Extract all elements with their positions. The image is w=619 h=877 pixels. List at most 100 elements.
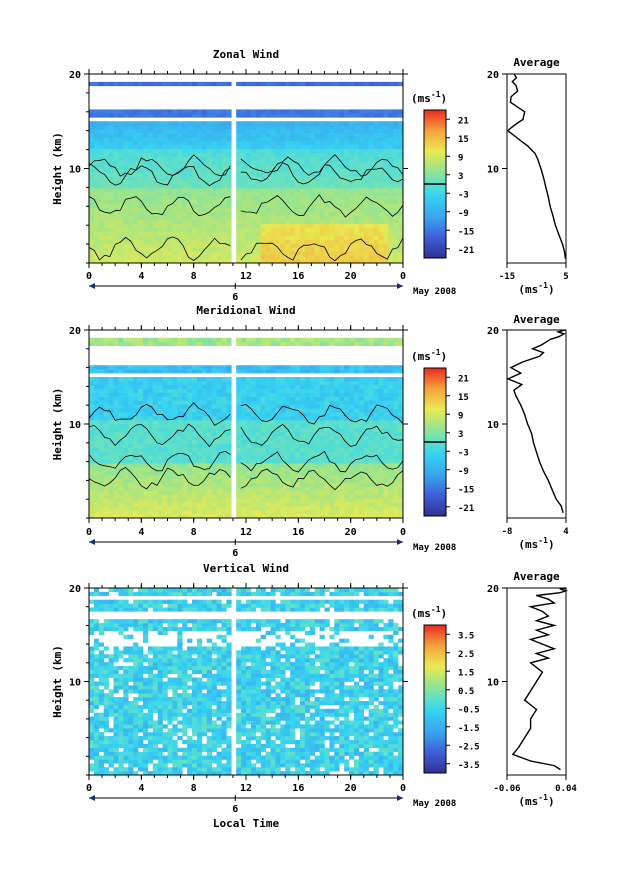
heatmap-cell — [221, 157, 226, 161]
heatmap-cell — [212, 385, 217, 389]
heatmap-cell — [364, 235, 369, 239]
heatmap-cell — [123, 385, 128, 389]
x-tick-label: 16 — [292, 271, 304, 282]
heatmap-cell — [256, 232, 261, 236]
heatmap-cell — [212, 483, 217, 487]
heatmap-cell — [369, 432, 374, 436]
heatmap-cell — [310, 404, 315, 408]
heatmap-cell — [99, 369, 104, 373]
heatmap-cell — [104, 467, 109, 471]
heatmap-cell — [374, 232, 379, 236]
heatmap-cell — [236, 220, 241, 224]
heatmap-cell — [261, 137, 266, 141]
heatmap-cell — [221, 129, 226, 133]
heatmap-cell — [354, 416, 359, 420]
heatmap-cell — [89, 239, 94, 243]
heatmap-cell — [187, 145, 192, 149]
heatmap-cell — [329, 125, 334, 129]
heatmap-cell — [138, 113, 143, 117]
heatmap-cell — [374, 369, 379, 373]
heatmap-cell — [109, 169, 114, 173]
heatmap-cell — [261, 463, 266, 467]
heatmap-cell — [359, 216, 364, 220]
heatmap-cell — [300, 432, 305, 436]
heatmap-cell — [207, 483, 212, 487]
heatmap-cell — [290, 192, 295, 196]
heatmap-cell — [89, 180, 94, 184]
heatmap-cell — [177, 506, 182, 510]
heatmap-cell — [251, 491, 256, 495]
heatmap-cell — [221, 377, 226, 381]
heatmap-cell — [172, 82, 177, 86]
heatmap-cell — [128, 113, 133, 117]
heatmap-cell — [143, 451, 148, 455]
heatmap-cell — [300, 495, 305, 499]
heatmap-cell — [187, 448, 192, 452]
heatmap-cell — [285, 455, 290, 459]
heatmap-cell — [217, 184, 222, 188]
heatmap-cell — [207, 192, 212, 196]
heatmap-cell — [359, 192, 364, 196]
heatmap-cell — [315, 188, 320, 192]
profile-point — [558, 234, 559, 235]
heatmap-cell — [354, 133, 359, 137]
heatmap-cell — [212, 467, 217, 471]
heatmap-cell — [378, 247, 383, 251]
heatmap-cell — [114, 232, 119, 236]
heatmap-cell — [118, 216, 123, 220]
heatmap-cell — [359, 251, 364, 255]
heatmap-cell — [261, 251, 266, 255]
heatmap-cell — [89, 232, 94, 236]
heatmap-cell — [285, 491, 290, 495]
date-marker-label: 6 — [232, 292, 238, 303]
heatmap-cell — [118, 224, 123, 228]
heatmap-cell — [364, 251, 369, 255]
heatmap-cell — [339, 204, 344, 208]
heatmap-cell — [89, 137, 94, 141]
heatmap-cell — [295, 459, 300, 463]
heatmap-cell — [226, 381, 231, 385]
heatmap-cell — [359, 467, 364, 471]
heatmap-cell — [275, 495, 280, 499]
heatmap-cell — [138, 153, 143, 157]
heatmap-cell — [374, 444, 379, 448]
heatmap-cell — [207, 404, 212, 408]
heatmap-cell — [133, 113, 138, 117]
heatmap-cell — [305, 216, 310, 220]
heatmap-cell — [261, 502, 266, 506]
heatmap-cell — [275, 220, 280, 224]
heatmap-cell — [266, 145, 271, 149]
heatmap-cell — [290, 200, 295, 204]
heatmap-cell — [320, 385, 325, 389]
heatmap-cell — [359, 459, 364, 463]
heatmap-cell — [310, 235, 315, 239]
heatmap-cell — [202, 397, 207, 401]
heatmap-cell — [344, 393, 349, 397]
heatmap-cell — [290, 232, 295, 236]
heatmap-cell — [114, 255, 119, 259]
heatmap-cell — [256, 498, 261, 502]
heatmap-cell — [339, 491, 344, 495]
heatmap-cell — [212, 502, 217, 506]
heatmap-cell — [295, 235, 300, 239]
heatmap-cell — [388, 125, 393, 129]
heatmap-cell — [89, 510, 94, 514]
heatmap-cell — [182, 510, 187, 514]
heatmap-cell — [369, 487, 374, 491]
heatmap-cell — [310, 137, 315, 141]
heatmap-cell — [251, 184, 256, 188]
heatmap-cell — [123, 212, 128, 216]
heatmap-cell — [325, 491, 330, 495]
heatmap-cell — [226, 432, 231, 436]
heatmap-cell — [280, 184, 285, 188]
heatmap-cell — [207, 436, 212, 440]
heatmap-cell — [148, 184, 153, 188]
heatmap-cell — [94, 224, 99, 228]
heatmap-cell — [241, 157, 246, 161]
heatmap-cell — [329, 393, 334, 397]
heatmap-cell — [192, 408, 197, 412]
heatmap-cell — [359, 180, 364, 184]
heatmap-cell — [305, 385, 310, 389]
heatmap-cell — [138, 428, 143, 432]
heatmap-cell — [325, 125, 330, 129]
